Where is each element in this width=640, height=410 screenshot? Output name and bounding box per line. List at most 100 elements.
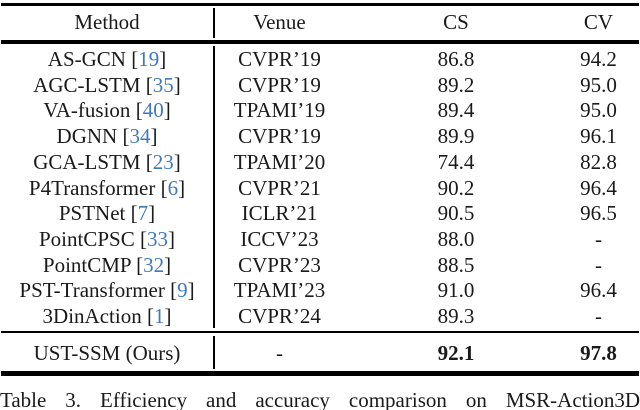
- citation-bracket: [: [135, 98, 143, 123]
- citation-link[interactable]: 34: [129, 124, 151, 149]
- citation-bracket: ]: [187, 278, 195, 303]
- column-header-method: Method: [74, 9, 140, 34]
- venue-cell: ICLR’21: [241, 201, 318, 226]
- method-name: AGC-LSTM: [33, 72, 141, 97]
- citation-link[interactable]: 33: [146, 227, 168, 251]
- venue-cell: TPAMI’19: [233, 98, 326, 123]
- cs-cell: 90.2: [437, 175, 475, 200]
- method-cell: 3DinAction [1]: [0, 306, 214, 327]
- table-row: AS-GCN [19] CVPR’19 86.8 94.2: [0, 47, 640, 73]
- table-row: 3DinAction [1] CVPR’24 89.3 -: [0, 304, 640, 330]
- method-cell: AS-GCN [19]: [0, 46, 214, 71]
- citation-bracket: ]: [163, 98, 171, 123]
- citation-link[interactable]: 7: [137, 201, 149, 226]
- citation-link[interactable]: 23: [152, 149, 174, 174]
- method-name: P4Transformer: [28, 175, 156, 200]
- method-cell: PointCPSC [33]: [0, 229, 214, 250]
- citation-bracket: ]: [167, 227, 175, 251]
- cv-cell: 96.1: [580, 124, 617, 149]
- venue-cell: CVPR’19: [238, 124, 321, 149]
- method-cell: PointCMP [32]: [0, 252, 214, 277]
- table-row: PointCMP [32] CVPR’23 88.5 -: [0, 252, 640, 278]
- citation-bracket: ]: [173, 72, 181, 97]
- table-row: AGC-LSTM [35] CVPR’19 89.2 95.0: [0, 72, 640, 98]
- cv-cell: 96.4: [580, 278, 617, 303]
- venue-cell: CVPR’19: [238, 72, 321, 97]
- table-row: P4Transformer [6] CVPR’21 90.2 96.4: [0, 175, 640, 201]
- table-row: PSTNet [7] ICLR’21 90.5 96.5: [0, 201, 640, 227]
- method-name: PointCMP: [42, 252, 131, 277]
- cs-cell: 89.9: [437, 124, 475, 149]
- venue-cell: CVPR’24: [238, 304, 321, 329]
- cv-cell: -: [595, 227, 602, 251]
- column-header-cs: CS: [443, 9, 469, 34]
- table-header-row: Method Venue CS CV: [0, 4, 640, 40]
- citation-link[interactable]: 32: [143, 252, 165, 277]
- venue-cell: TPAMI’23: [233, 278, 326, 303]
- venue-cell: CVPR’23: [238, 252, 321, 277]
- citation-link[interactable]: 6: [167, 175, 179, 200]
- column-header-cv: CV: [583, 9, 614, 34]
- column-divider-body: [212, 46, 215, 328]
- column-divider-header: [212, 8, 215, 38]
- table-row: DGNN [34] CVPR’19 89.9 96.1: [0, 124, 640, 150]
- citation-bracket: [: [131, 46, 139, 71]
- citation-link[interactable]: 9: [177, 278, 188, 303]
- citation-bracket: [: [145, 72, 153, 97]
- cv-cell: 95.0: [580, 72, 617, 97]
- header-separator-rule: [1, 40, 639, 44]
- table-row: PointCPSC [33] ICCV’23 88.0 -: [0, 227, 640, 253]
- citation-bracket: [: [146, 304, 154, 329]
- cv-cell: 95.0: [580, 98, 617, 123]
- citation-bracket: ]: [164, 304, 172, 329]
- citation-bracket: [: [139, 227, 147, 251]
- method-cell: PST-Transformer [9]: [0, 280, 214, 301]
- cs-cell: 91.0: [437, 278, 475, 303]
- table-body: AS-GCN [19] CVPR’19 86.8 94.2 AGC-LSTM […: [0, 47, 640, 330]
- citation-bracket: ]: [148, 201, 156, 226]
- method-cell: UST-SSM (Ours): [33, 340, 181, 365]
- method-name: PointCPSC: [39, 227, 135, 251]
- citation-link[interactable]: 1: [153, 304, 165, 329]
- cv-cell: 82.8: [580, 149, 617, 174]
- ours-separator-rule: [1, 330, 639, 333]
- cs-cell: 89.4: [437, 98, 475, 123]
- cs-cell: 89.3: [437, 304, 475, 329]
- citation-bracket: ]: [178, 175, 186, 200]
- method-cell: DGNN [34]: [0, 126, 214, 147]
- column-header-venue: Venue: [253, 9, 306, 34]
- citation-bracket: [: [160, 175, 168, 200]
- venue-cell: CVPR’21: [238, 175, 321, 200]
- method-name: AS-GCN: [47, 46, 126, 71]
- citation-bracket: [: [170, 278, 178, 303]
- citation-link[interactable]: 35: [152, 72, 174, 97]
- method-name: PST-Transformer: [19, 278, 165, 303]
- citation-bracket: [: [136, 252, 144, 277]
- method-cell: AGC-LSTM [35]: [0, 72, 214, 97]
- citation-link[interactable]: 40: [142, 98, 164, 123]
- method-name: DGNN: [56, 124, 118, 149]
- cv-cell: -: [595, 252, 602, 277]
- table-row: GCA-LSTM [23] TPAMI’20 74.4 82.8: [0, 149, 640, 175]
- citation-bracket: [: [145, 149, 153, 174]
- citation-link[interactable]: 19: [138, 46, 160, 71]
- cs-cell: 88.5: [437, 252, 475, 277]
- citation-bracket: ]: [150, 124, 158, 149]
- method-name: VA-fusion: [43, 98, 131, 123]
- table-row: VA-fusion [40] TPAMI’19 89.4 95.0: [0, 98, 640, 124]
- venue-cell: -: [276, 340, 283, 365]
- cs-cell: 89.2: [437, 72, 475, 97]
- venue-cell: TPAMI’20: [233, 149, 326, 174]
- cv-cell: 94.2: [580, 46, 617, 71]
- cs-cell: 92.1: [437, 340, 475, 365]
- citation-bracket: [: [122, 124, 130, 149]
- method-cell: PSTNet [7]: [0, 203, 214, 224]
- citation-bracket: ]: [159, 46, 167, 71]
- citation-bracket: ]: [173, 149, 181, 174]
- column-divider-ours: [212, 336, 215, 369]
- method-name: GCA-LSTM: [33, 149, 141, 174]
- cs-cell: 90.5: [437, 201, 475, 226]
- table-bottom-rule: [1, 371, 639, 376]
- method-cell: GCA-LSTM [23]: [0, 149, 214, 174]
